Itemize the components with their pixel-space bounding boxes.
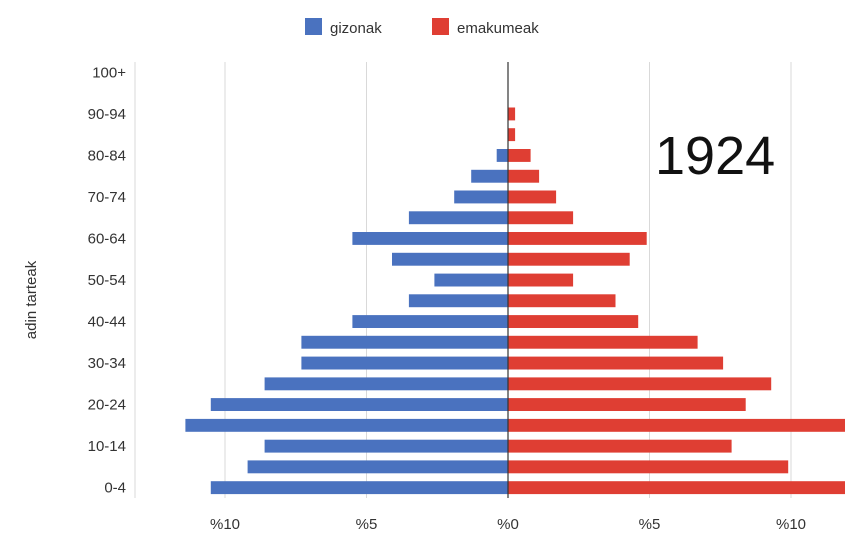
y-tick-label: 30-34 [88,355,126,372]
bar-gizonak-50-54 [434,273,508,287]
bar-gizonak-30-34 [301,356,508,370]
legend-swatch-emakumeak [432,18,449,35]
y-tick-label: 80-84 [88,147,126,164]
bar-gizonak-70-74 [454,190,508,204]
bar-emakumeak-35-39 [508,335,698,349]
bar-gizonak-75-79 [471,169,508,183]
bar-emakumeak-90-94 [508,107,516,121]
bar-emakumeak-20-24 [508,398,746,411]
y-tick-labels: 0-4 10-14 20-24 30-34 40-44 50-54 60-64 70-74 80… [88,64,127,496]
y-tick-label: 50-54 [88,272,126,289]
bar-emakumeak-55-59 [508,252,630,266]
bar-emakumeak-15-19 [508,418,845,432]
legend-label-gizonak: gizonak [330,20,382,37]
bar-gizonak-5-9 [247,460,508,474]
bar-gizonak-40-44 [352,315,509,328]
bars [185,107,845,495]
legend-swatch-gizonak [305,18,322,35]
bar-gizonak-25-29 [264,377,508,391]
x-tick-label: %0 [497,516,519,533]
bar-emakumeak-45-49 [508,294,616,308]
bar-emakumeak-85-89 [508,128,516,142]
legend-label-emakumeak: emakumeak [457,20,539,37]
bar-gizonak-15-19 [185,418,508,432]
y-axis-title: adin tarteak [23,260,40,339]
bar-gizonak-55-59 [392,252,508,266]
bar-gizonak-10-14 [264,439,508,453]
year-annotation: 1924 [655,126,775,186]
x-tick-label: %10 [210,516,240,533]
y-tick-label: 20-24 [88,397,126,414]
y-tick-label: 60-64 [88,231,126,248]
legend: gizonak emakumeak [305,18,539,37]
bar-gizonak-20-24 [210,398,509,411]
y-tick-label: 70-74 [88,189,126,206]
y-tick-label: 90-94 [88,106,126,123]
bar-gizonak-45-49 [408,294,508,308]
bar-emakumeak-65-69 [508,211,574,225]
bar-emakumeak-5-9 [508,460,789,474]
bar-emakumeak-60-64 [508,232,647,245]
bar-emakumeak-75-79 [508,169,540,183]
bar-gizonak-60-64 [352,232,509,245]
bar-emakumeak-30-34 [508,356,724,370]
y-tick-label: 100+ [92,64,126,81]
bar-emakumeak-10-14 [508,439,732,453]
bar-emakumeak-80-84 [508,149,531,162]
bar-emakumeak-50-54 [508,273,574,287]
x-tick-label: %5 [639,516,661,533]
y-tick-label: 0-4 [104,480,126,497]
x-tick-label: %5 [356,516,378,533]
bar-emakumeak-25-29 [508,377,772,391]
x-tick-label: %10 [776,516,806,533]
y-tick-label: 40-44 [88,314,126,331]
bar-gizonak-80-84 [496,149,508,162]
x-tick-labels: %10 %5 %0 %5 %10 [210,516,806,533]
bar-gizonak-0-4 [210,481,509,495]
bar-emakumeak-0-4 [508,481,845,495]
bar-gizonak-65-69 [408,211,508,225]
y-tick-label: 10-14 [88,438,126,455]
bar-emakumeak-40-44 [508,315,639,328]
bar-gizonak-35-39 [301,335,508,349]
bar-emakumeak-70-74 [508,190,557,204]
